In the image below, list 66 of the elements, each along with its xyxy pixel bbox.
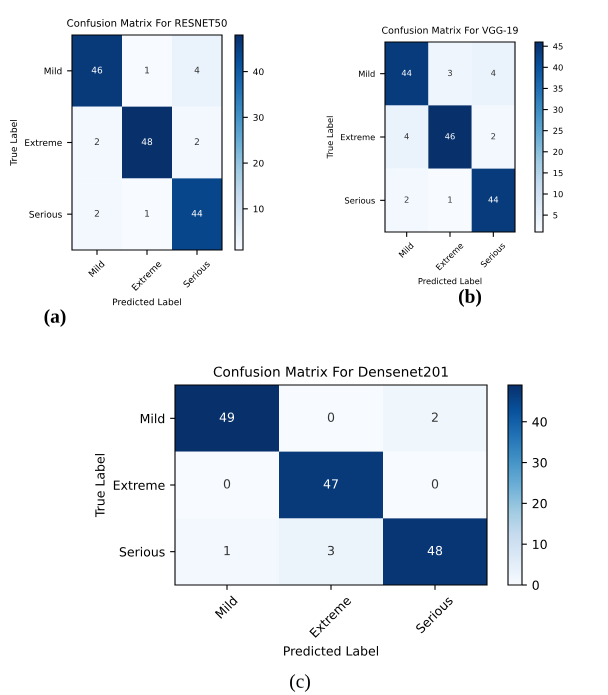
text: (a): [44, 309, 66, 327]
y-tick-label: Serious: [120, 546, 165, 557]
y-tick-label: Extreme: [114, 480, 165, 490]
data-label: 46: [445, 133, 455, 140]
data-label: 0: [328, 412, 334, 422]
text: (b): [458, 289, 482, 307]
data-label: 2: [94, 138, 99, 145]
chart-title: Confusion Matrix For VGG-19: [382, 26, 518, 34]
data-label: 0: [432, 479, 438, 489]
x-axis-title: Predicted Label: [418, 278, 482, 284]
chart-title: Confusion Matrix For RESNET50: [67, 18, 227, 27]
data-label: 47: [324, 479, 338, 488]
color-bar-label: 20: [553, 148, 563, 156]
y-tick-label: Extreme: [25, 139, 62, 146]
color-bar-label: 20: [253, 160, 264, 167]
color-bar-label: 20: [532, 498, 547, 508]
color-bar-label: 40: [253, 68, 264, 76]
data-label: 0: [224, 479, 230, 489]
data-label: 44: [402, 70, 412, 76]
y-tick-label: Serious: [29, 210, 62, 218]
color-bar-label: 30: [553, 106, 563, 113]
data-label: 44: [488, 196, 498, 203]
color-bar-label: 5: [553, 212, 558, 218]
y-tick-label: Extreme: [341, 134, 375, 140]
data-label: 46: [92, 66, 102, 74]
color-bar-label: 30: [532, 458, 547, 468]
data-label: 2: [491, 133, 496, 140]
color-bar-label: 10: [254, 206, 264, 212]
data-label: 4: [194, 66, 200, 74]
data-label: 1: [224, 546, 230, 556]
x-axis-title: Predicted Label: [284, 646, 378, 656]
color-bar-label: 10: [533, 540, 547, 550]
data-label: 3: [328, 546, 334, 556]
color-bar-label: 30: [253, 114, 264, 121]
data-label: 1: [145, 210, 150, 217]
y-tick-label: Mild: [44, 67, 62, 74]
y-axis-title: True Label: [326, 116, 334, 158]
y-tick-label: Serious: [344, 197, 375, 204]
data-label: 1: [145, 66, 150, 74]
data-label: 2: [94, 210, 99, 217]
text: (c): [290, 674, 310, 692]
data-label: 4: [491, 70, 496, 76]
data-label: 2: [432, 412, 438, 422]
data-label: 4: [404, 133, 409, 140]
data-label: 48: [428, 546, 442, 556]
data-label: 48: [142, 138, 152, 146]
data-label: 3: [448, 70, 452, 76]
y-axis-title: True Label: [95, 454, 105, 518]
chart-title: Confusion Matrix For Densenet201: [214, 366, 448, 377]
data-label: 2: [194, 138, 199, 145]
y-tick-label: Mild: [140, 414, 164, 424]
color-bar-label: 45: [553, 43, 563, 50]
color-bar-label: 40: [553, 64, 563, 71]
x-axis-title: Predicted Label: [113, 298, 181, 306]
data-label: 44: [192, 210, 202, 217]
color-bar-label: 10: [554, 190, 563, 198]
color-bar-label: 35: [553, 85, 563, 92]
color-bar-label: 15: [554, 170, 563, 176]
data-label: 49: [220, 412, 234, 422]
color-bar-label: 40: [532, 417, 547, 427]
color-bar-label: 25: [553, 128, 563, 134]
data-label: 2: [404, 196, 408, 203]
color-bar-label: 0: [532, 580, 539, 590]
y-axis-title: True Label: [10, 120, 17, 166]
data-label: 1: [448, 196, 452, 203]
y-tick-label: Mild: [358, 70, 375, 77]
